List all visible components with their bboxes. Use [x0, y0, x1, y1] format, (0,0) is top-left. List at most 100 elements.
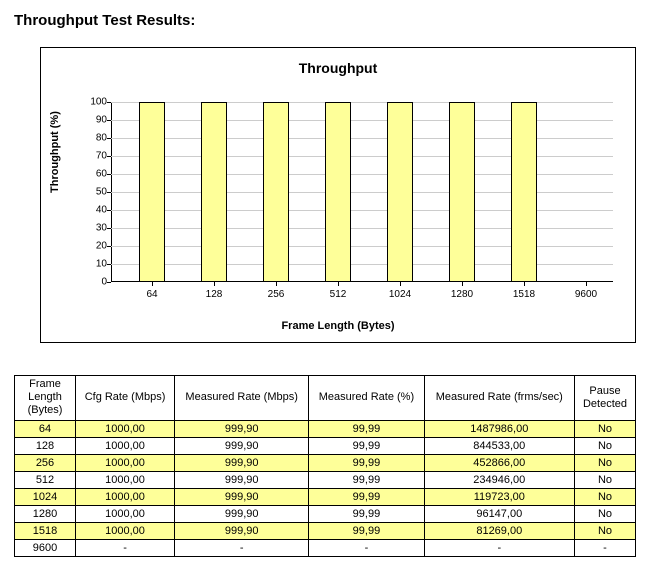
plot-area: 0102030405060708090100641282565121024128…	[111, 102, 613, 282]
y-tick-label: 70	[77, 151, 107, 162]
x-tick-mark	[152, 282, 153, 286]
gridline	[111, 156, 613, 157]
gridline	[111, 102, 613, 103]
table-cell: No	[575, 454, 636, 471]
col-measured-mbps: Measured Rate (Mbps)	[175, 376, 309, 421]
results-table: Frame Length (Bytes) Cfg Rate (Mbps) Mea…	[14, 375, 636, 557]
y-tick-label: 0	[77, 277, 107, 288]
table-cell: 99,99	[309, 488, 424, 505]
x-tick-label: 1518	[513, 289, 535, 300]
bar	[511, 102, 537, 282]
bar	[387, 102, 413, 282]
x-tick-mark	[462, 282, 463, 286]
table-cell: 96147,00	[424, 505, 574, 522]
x-tick-mark	[214, 282, 215, 286]
table-cell: -	[309, 539, 424, 556]
x-tick-label: 128	[206, 289, 223, 300]
table-cell: 81269,00	[424, 522, 574, 539]
table-cell: 99,99	[309, 522, 424, 539]
table-cell: No	[575, 522, 636, 539]
col-cfg-rate: Cfg Rate (Mbps)	[76, 376, 175, 421]
gridline	[111, 120, 613, 121]
table-cell: 1000,00	[76, 522, 175, 539]
x-tick-label: 64	[146, 289, 157, 300]
table-cell: 999,90	[175, 420, 309, 437]
table-cell: 9600	[15, 539, 76, 556]
y-tick-mark	[107, 138, 111, 139]
y-tick-mark	[107, 282, 111, 283]
gridline	[111, 246, 613, 247]
table-cell: 99,99	[309, 420, 424, 437]
table-cell: -	[424, 539, 574, 556]
table-cell: 128	[15, 437, 76, 454]
table-cell: 1518	[15, 522, 76, 539]
y-tick-label: 40	[77, 205, 107, 216]
bar	[325, 102, 351, 282]
table-cell: 1000,00	[76, 471, 175, 488]
table-cell: -	[76, 539, 175, 556]
table-cell: 256	[15, 454, 76, 471]
col-frame-length: Frame Length (Bytes)	[15, 376, 76, 421]
y-tick-label: 100	[77, 97, 107, 108]
table-row: 15181000,00999,9099,9981269,00No	[15, 522, 636, 539]
table-cell: 119723,00	[424, 488, 574, 505]
table-cell: 1000,00	[76, 437, 175, 454]
y-tick-label: 20	[77, 241, 107, 252]
table-cell: 999,90	[175, 437, 309, 454]
y-tick-mark	[107, 156, 111, 157]
x-tick-label: 512	[330, 289, 347, 300]
bar	[201, 102, 227, 282]
table-row: 12801000,00999,9099,9996147,00No	[15, 505, 636, 522]
gridline	[111, 174, 613, 175]
x-axis-line	[111, 281, 613, 282]
x-tick-mark	[586, 282, 587, 286]
table-cell: 1024	[15, 488, 76, 505]
section-title: Throughput Test Results:	[14, 12, 635, 29]
table-cell: 1487986,00	[424, 420, 574, 437]
table-cell: 1280	[15, 505, 76, 522]
chart-title: Throughput	[41, 60, 635, 76]
table-cell: 234946,00	[424, 471, 574, 488]
table-cell: 99,99	[309, 454, 424, 471]
y-tick-label: 80	[77, 133, 107, 144]
x-tick-label: 1024	[389, 289, 411, 300]
gridline	[111, 228, 613, 229]
y-tick-label: 60	[77, 169, 107, 180]
gridline	[111, 210, 613, 211]
table-cell: 512	[15, 471, 76, 488]
y-tick-mark	[107, 228, 111, 229]
y-tick-mark	[107, 264, 111, 265]
x-tick-mark	[524, 282, 525, 286]
table-cell: 1000,00	[76, 420, 175, 437]
table-cell: -	[175, 539, 309, 556]
bar	[449, 102, 475, 282]
y-tick-mark	[107, 246, 111, 247]
x-tick-label: 1280	[451, 289, 473, 300]
table-cell: 99,99	[309, 437, 424, 454]
table-row: 10241000,00999,9099,99119723,00No	[15, 488, 636, 505]
table-row: 9600-----	[15, 539, 636, 556]
table-cell: 99,99	[309, 471, 424, 488]
y-tick-label: 30	[77, 223, 107, 234]
gridline	[111, 192, 613, 193]
table-cell: 1000,00	[76, 488, 175, 505]
table-cell: 452866,00	[424, 454, 574, 471]
y-tick-mark	[107, 120, 111, 121]
x-tick-mark	[400, 282, 401, 286]
y-tick-label: 90	[77, 115, 107, 126]
table-cell: 999,90	[175, 454, 309, 471]
bar	[139, 102, 165, 282]
table-cell: 999,90	[175, 505, 309, 522]
y-tick-mark	[107, 174, 111, 175]
table-cell: No	[575, 488, 636, 505]
table-cell: 999,90	[175, 471, 309, 488]
table-cell: 999,90	[175, 522, 309, 539]
table-cell: No	[575, 471, 636, 488]
y-tick-mark	[107, 102, 111, 103]
throughput-chart: Throughput Throughput (%) 01020304050607…	[40, 47, 636, 343]
table-row: 2561000,00999,9099,99452866,00No	[15, 454, 636, 471]
y-tick-mark	[107, 210, 111, 211]
col-measured-fps: Measured Rate (frms/sec)	[424, 376, 574, 421]
x-axis-label: Frame Length (Bytes)	[41, 320, 635, 332]
table-header-row: Frame Length (Bytes) Cfg Rate (Mbps) Mea…	[15, 376, 636, 421]
